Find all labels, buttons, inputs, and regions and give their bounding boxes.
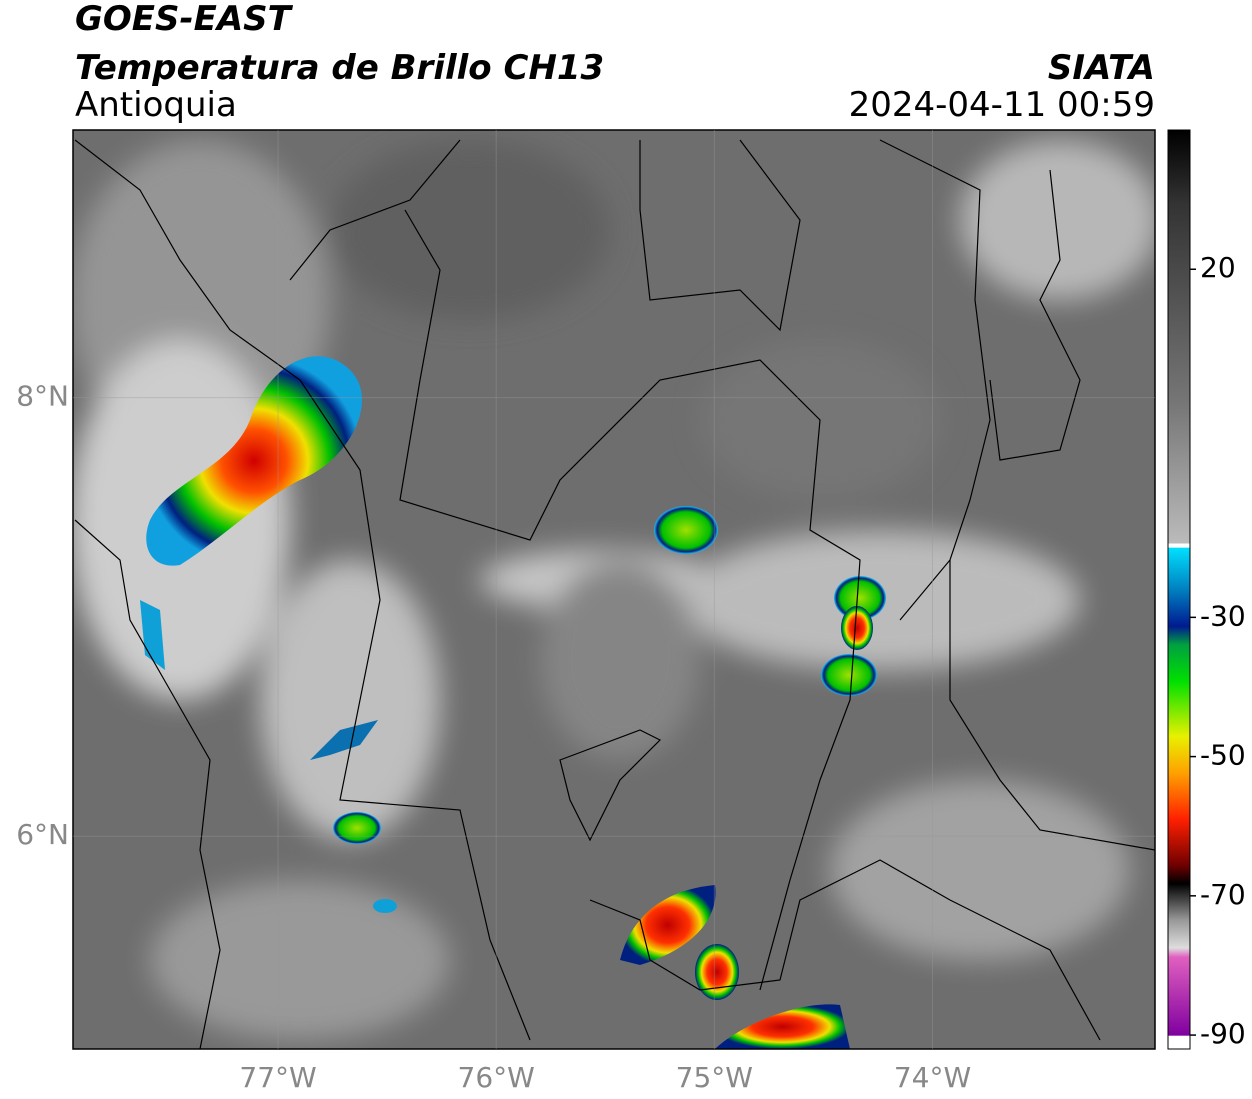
map-frame [72,129,1156,1050]
x-tick-label: 77°W [239,1061,316,1094]
region: Antioquia [75,85,237,125]
source: SIATA [1048,48,1155,88]
title: GOES-EAST [75,0,294,39]
colorbar [1167,129,1191,1050]
datetime: 2024-04-11 00:59 [849,85,1155,125]
x-tick-label: 76°W [458,1061,535,1094]
colorbar-tick-label: 20 [1200,251,1236,284]
colorbar-tick-label: -90 [1200,1017,1246,1050]
colorbar-tick-label: -70 [1200,878,1246,911]
x-tick-label: 75°W [676,1061,753,1094]
colorbar-tick-label: -50 [1200,739,1246,772]
subtitle: Temperatura de Brillo CH13 [75,48,604,88]
y-tick-label: 8°N [16,380,69,413]
y-tick-label: 6°N [16,818,69,851]
x-tick-label: 74°W [894,1061,971,1094]
colorbar-tick-label: -30 [1200,599,1246,632]
satellite-image [73,130,1155,1049]
